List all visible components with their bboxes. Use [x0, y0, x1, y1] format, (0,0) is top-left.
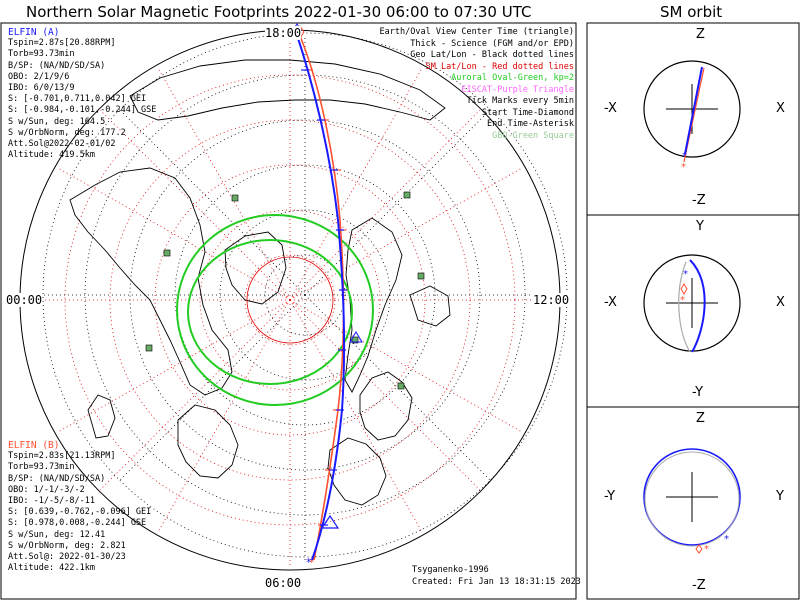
orbit-panel-xy: * * [586, 214, 800, 408]
page-title: Northern Solar Magnetic Footprints 2022-… [26, 3, 532, 21]
sm-grid [22, 32, 558, 568]
svg-text:*: * [724, 534, 729, 545]
elfin-a-line: Tspin=2.87s[20.88RPM] [8, 38, 116, 49]
elfin-b-line: S w/OrbNorm, deg: 2.821 [8, 540, 126, 551]
elfin-a-line: B/SP: (NA/ND/SD/SA) [8, 60, 106, 71]
svg-text:*: * [681, 162, 686, 173]
orbit1-bottom: -Z [692, 193, 706, 208]
legend-item: End Time-Asterisk [487, 119, 574, 129]
svg-text:*: * [309, 556, 315, 569]
elfin-b-line: S w/Sun, deg: 12.41 [8, 529, 106, 540]
elfin-a-line: OBO: 2/1/9/6 [8, 71, 70, 82]
elfin-a-line: Torb=93.73min [8, 49, 75, 60]
orbit1-top: Z [696, 27, 705, 42]
polar-map: * * [0, 22, 577, 600]
elfin-a-line: IBO: 6/0/13/9 [8, 83, 75, 94]
orbit-panel-xz: * * [586, 22, 800, 216]
legend: Earth/Oval View Center Time (triangle) T… [380, 27, 574, 142]
orbit3-right: Y [776, 489, 784, 504]
orbit2-right: X [776, 295, 785, 310]
elfin-a-line: S: [-0.984,-0.101,-0.244] GSE [8, 105, 157, 116]
legend-item: GBO-Green Square [492, 130, 574, 141]
created-credit: Created: Fri Jan 13 18:31:15 2023 [412, 577, 581, 587]
elfin-a-track: * [292, 23, 363, 569]
legend-item: Earth/Oval View Center Time (triangle) [379, 27, 574, 37]
model-credit: Tsyganenko-1996 [412, 565, 489, 575]
orbit1-left: -X [604, 101, 617, 116]
elfin-a-line: S w/OrbNorm, deg: 177.2 [8, 127, 126, 138]
gbo-stations [145, 191, 425, 390]
legend-item: Geo Lat/Lon - Black dotted lines [410, 50, 574, 60]
orbit2-bottom: -Y [692, 385, 704, 400]
sm-pole-ring [246, 256, 334, 344]
time-label-right: 12:00 [533, 293, 570, 307]
elfin-b-line: Altitude: 422.1km [8, 563, 95, 574]
svg-text:*: * [683, 269, 688, 280]
elfin-a-line: Att.Sol@2022-02-01/02 [8, 139, 116, 150]
time-label-bottom: 06:00 [265, 576, 302, 590]
orbit-panel-yz: * * [586, 406, 800, 600]
orbit2-left: -X [604, 295, 617, 310]
elfin-b-line: S: [0.978,0.008,-0.244] GSE [8, 518, 147, 529]
svg-text:*: * [680, 295, 685, 306]
elfin-b-line: OBO: 1/-1/-3/-2 [8, 484, 85, 495]
elfin-a-line: Altitude: 419.5km [8, 150, 95, 161]
legend-item: EISCAT-Purple Triangle [461, 84, 574, 95]
elfin-a-info: ELFIN (A) Tspin=2.87s[20.88RPM] Torb=93.… [8, 27, 156, 161]
svg-text:*: * [704, 544, 709, 555]
elfin-b-line: S: [0.639,-0.762,-0.096] GEI [8, 507, 152, 518]
legend-item: Thick - Science (FGM and/or EPD) [410, 38, 574, 49]
legend-item: SM Lat/Lon - Red dotted lines [425, 61, 574, 72]
orbit1-right: X [776, 101, 785, 116]
orbit3-top: Z [696, 411, 705, 426]
elfin-b-name: ELFIN (B) [8, 440, 60, 451]
orbit-title: SM orbit [660, 3, 723, 21]
orbit-panels: * * * * * * [586, 22, 800, 600]
elfin-b-line: B/SP: (NA/ND/SD/SA) [8, 473, 106, 484]
elfin-b-info: ELFIN (B) Tspin=2.83s[21.13RPM] Torb=93.… [8, 440, 151, 574]
auroral-oval [176, 214, 374, 406]
elfin-a-line: S: [-0.701,0.711,0.042] GEI [8, 94, 147, 105]
legend-item: Tick Marks every 5min [466, 96, 574, 106]
svg-text:*: * [682, 151, 687, 162]
elfin-b-line: Torb=93.73min [8, 462, 75, 473]
orbit2-top: Y [696, 219, 704, 234]
elfin-b-line: Att.Sol@: 2022-01-30/23 [8, 552, 126, 563]
time-label-top: 18:00 [265, 26, 302, 40]
svg-text:*: * [306, 556, 312, 569]
legend-item: Auroral Oval-Green, kp=2 [451, 73, 574, 83]
elfin-b-track: * [295, 25, 348, 569]
time-label-left: 00:00 [6, 293, 43, 307]
elfin-b-line: IBO: -1/-5/-8/-11 [8, 496, 95, 507]
elfin-b-line: Tspin=2.83s[21.13RPM] [8, 451, 116, 462]
elfin-a-line: S w/Sun, deg: 164.5 [8, 116, 106, 127]
elfin-a-name: ELFIN (A) [8, 27, 60, 38]
orbit3-left: -Y [604, 489, 616, 504]
orbit3-bottom: -Z [692, 578, 706, 593]
legend-item: Start Time-Diamond [481, 107, 574, 118]
